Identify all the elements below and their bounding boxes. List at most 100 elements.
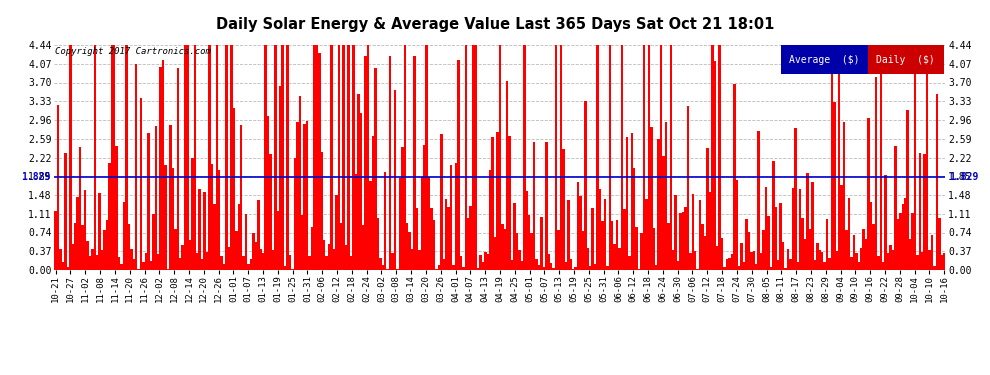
Bar bbox=[689, 253, 692, 270]
Bar bbox=[738, 266, 741, 270]
Bar bbox=[313, 45, 316, 270]
Bar bbox=[93, 45, 96, 270]
Bar bbox=[343, 45, 345, 270]
Bar bbox=[631, 134, 633, 270]
Bar bbox=[74, 223, 76, 270]
Bar bbox=[59, 249, 61, 270]
Bar bbox=[721, 238, 724, 270]
Bar bbox=[692, 194, 694, 270]
Bar bbox=[103, 230, 106, 270]
Bar bbox=[709, 192, 711, 270]
Bar bbox=[254, 242, 257, 270]
Bar bbox=[724, 267, 726, 270]
Bar bbox=[824, 262, 826, 270]
Bar bbox=[379, 258, 381, 270]
Bar bbox=[741, 243, 742, 270]
Bar bbox=[126, 45, 128, 270]
Bar bbox=[138, 269, 140, 270]
Bar bbox=[264, 45, 267, 270]
Bar bbox=[772, 161, 774, 270]
Bar bbox=[233, 108, 235, 270]
Bar bbox=[909, 239, 911, 270]
Bar bbox=[149, 261, 152, 270]
Bar bbox=[552, 268, 554, 270]
Bar bbox=[650, 128, 652, 270]
Bar bbox=[438, 266, 441, 270]
Bar bbox=[340, 224, 343, 270]
Bar bbox=[829, 258, 831, 270]
Bar bbox=[299, 96, 301, 270]
Bar bbox=[557, 230, 559, 270]
Bar bbox=[181, 245, 184, 270]
Bar bbox=[792, 188, 794, 270]
Text: Daily  ($): Daily ($) bbox=[876, 55, 936, 64]
Bar bbox=[54, 211, 56, 270]
Bar bbox=[446, 199, 447, 270]
Bar bbox=[919, 153, 921, 270]
Bar bbox=[418, 250, 421, 270]
Bar bbox=[633, 168, 636, 270]
Bar bbox=[657, 139, 660, 270]
Bar bbox=[71, 244, 74, 270]
Bar bbox=[921, 252, 924, 270]
Bar bbox=[874, 77, 877, 270]
Bar bbox=[526, 191, 528, 270]
Bar bbox=[802, 218, 804, 270]
Bar bbox=[477, 268, 479, 270]
Bar bbox=[201, 259, 203, 270]
Bar bbox=[176, 68, 179, 270]
Bar bbox=[423, 145, 426, 270]
Bar bbox=[64, 153, 66, 270]
Bar bbox=[742, 262, 745, 270]
Bar bbox=[916, 255, 919, 270]
Bar bbox=[443, 258, 446, 270]
Bar bbox=[145, 253, 148, 270]
Bar bbox=[865, 239, 867, 270]
Bar bbox=[684, 207, 687, 270]
Bar bbox=[564, 262, 567, 270]
Bar bbox=[248, 264, 249, 270]
Bar bbox=[860, 248, 862, 270]
Bar bbox=[638, 269, 641, 270]
Bar bbox=[701, 225, 704, 270]
Bar bbox=[128, 224, 130, 270]
Bar bbox=[226, 45, 228, 270]
Text: Daily Solar Energy & Average Value Last 365 Days Sat Oct 21 18:01: Daily Solar Energy & Average Value Last … bbox=[216, 17, 774, 32]
Bar bbox=[611, 221, 614, 270]
Bar bbox=[784, 268, 787, 270]
Bar bbox=[643, 45, 645, 270]
Bar bbox=[660, 45, 662, 270]
Bar bbox=[135, 64, 138, 270]
Bar bbox=[672, 250, 674, 270]
Bar bbox=[81, 225, 84, 270]
Bar bbox=[780, 45, 868, 74]
Bar bbox=[806, 173, 809, 270]
Bar bbox=[469, 206, 472, 270]
Bar bbox=[731, 254, 733, 270]
Bar bbox=[847, 198, 850, 270]
Bar bbox=[101, 250, 103, 270]
Bar bbox=[269, 154, 271, 270]
Bar bbox=[779, 203, 782, 270]
Bar bbox=[76, 197, 79, 270]
Bar bbox=[536, 259, 538, 270]
Bar bbox=[852, 235, 855, 270]
Bar bbox=[369, 181, 372, 270]
Bar bbox=[396, 269, 399, 270]
Bar bbox=[934, 266, 936, 270]
Bar bbox=[79, 147, 81, 270]
Bar bbox=[902, 204, 904, 270]
Bar bbox=[714, 61, 716, 270]
Bar bbox=[301, 215, 304, 270]
Bar bbox=[118, 257, 121, 270]
Bar bbox=[879, 45, 882, 270]
Bar bbox=[626, 136, 628, 270]
Bar bbox=[884, 176, 887, 270]
Bar bbox=[431, 208, 433, 270]
Bar bbox=[554, 45, 557, 270]
Bar bbox=[872, 224, 874, 270]
Bar bbox=[308, 256, 311, 270]
Bar bbox=[594, 264, 596, 270]
Bar bbox=[596, 45, 599, 270]
Bar bbox=[198, 189, 201, 270]
